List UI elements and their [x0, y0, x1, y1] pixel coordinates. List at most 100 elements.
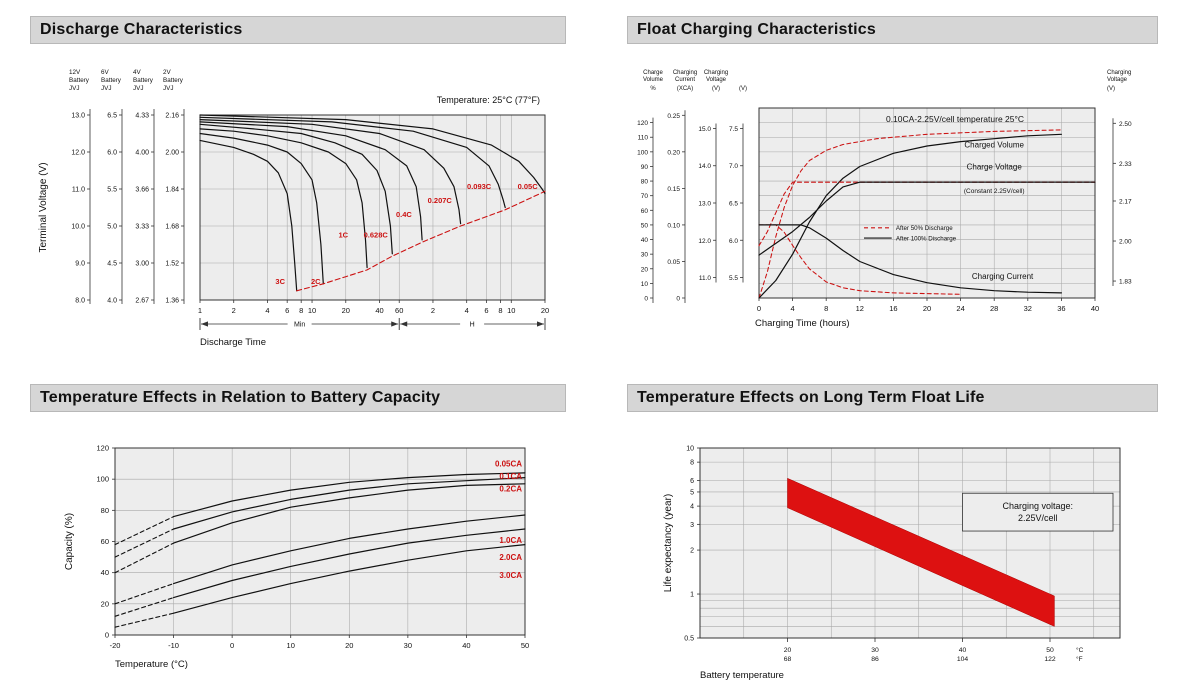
- section-title-temp-capacity: Temperature Effects in Relation to Batte…: [30, 384, 566, 412]
- x-tick-label: 4: [791, 304, 795, 313]
- scale-value: 5.0: [107, 224, 117, 231]
- scale-value: 5.5: [729, 275, 738, 282]
- curve-label-0.2CA: 0.2CA: [499, 485, 522, 494]
- plot-background: [200, 115, 545, 300]
- unit-label-celsius: °C: [1076, 646, 1084, 654]
- scale-header: Charging: [673, 70, 697, 76]
- curve-label-2C: 2C: [311, 277, 321, 286]
- cutoff-dashed-curve: [296, 190, 546, 292]
- scale-value: 7.0: [729, 163, 738, 170]
- scale-value: 3.66: [135, 187, 149, 194]
- scale-header: JVJ: [69, 85, 80, 92]
- scale-header: JVJ: [163, 85, 174, 92]
- scale-value: 2.00: [1119, 239, 1132, 246]
- series-0.093C: [199, 116, 506, 209]
- scale-value: 0.15: [667, 186, 680, 193]
- discharge-characteristics-chart: 1 2 4 6 8 10 20 40 60 2 4 6 8 10 20 Min H Discharge Time 1…: [38, 69, 549, 348]
- scale-value: 20: [641, 266, 649, 273]
- y-axis-title: Life expectancy (year): [663, 494, 674, 592]
- scale-value: 1.68: [165, 224, 179, 231]
- scale-unit: (V): [1107, 86, 1115, 92]
- scale-value: 11.0: [72, 187, 85, 194]
- series-charging-current-50: [758, 224, 962, 295]
- scale-header: 12V: [69, 69, 81, 76]
- curve-label-1.0CA: 1.0CA: [499, 536, 522, 545]
- x-tick-label: 4: [465, 306, 469, 315]
- series-2C: [199, 132, 324, 285]
- scale-value: 50: [641, 222, 649, 229]
- y-tick-label: 1: [690, 592, 694, 599]
- scale-value: 4.33: [135, 113, 149, 120]
- series-dashed-0.05CA: [114, 516, 175, 546]
- scale-header: Battery: [101, 77, 122, 84]
- scale-value: 2.16: [165, 113, 179, 120]
- scale-value: 0: [644, 296, 648, 303]
- x-tick-label: 10: [287, 641, 295, 650]
- series-dashed-2.0CA: [114, 597, 175, 617]
- y-tick-label: 3: [690, 522, 694, 529]
- series-charge-voltage-50: [758, 181, 1096, 247]
- scale-unit: (XCA): [677, 86, 693, 92]
- series-dashed-3.0CA: [114, 612, 175, 628]
- curve-label-3.0CA: 3.0CA: [499, 571, 522, 580]
- scale-unit: (V): [739, 86, 747, 92]
- x-tick-label: 0: [757, 304, 761, 313]
- y-tick-label: 0.5: [684, 636, 694, 643]
- y-tick-label: 120: [96, 444, 109, 453]
- annotation-line-2: 2.25V/cell: [1018, 513, 1058, 523]
- scale-value: 2.50: [1119, 121, 1132, 128]
- scale-value: 120: [637, 120, 648, 127]
- x-tick-label: 20: [342, 306, 350, 315]
- scale-value: 12.0: [698, 238, 711, 245]
- series-1C: [199, 128, 368, 269]
- x-tick-label: 4: [265, 306, 269, 315]
- series-0.05C: [199, 114, 546, 195]
- x-tick-label: 50: [521, 641, 529, 650]
- x-tick-label: 10: [507, 306, 515, 315]
- curve-label-2.0CA: 2.0CA: [499, 553, 522, 562]
- scale-value: 0.10: [667, 222, 680, 229]
- life-expectancy-band: [787, 477, 1055, 627]
- scale-value: 1.36: [165, 298, 179, 305]
- x-tick-label-c: 30: [871, 647, 879, 654]
- segment-arrowhead: [391, 321, 399, 327]
- x-axis-title: Charging Time (hours): [755, 318, 850, 329]
- x-tick-label: 0: [230, 641, 234, 650]
- scale-value: 15.0: [698, 126, 711, 133]
- x-tick-label: 8: [824, 304, 828, 313]
- scale-header: Voltage: [706, 77, 727, 83]
- curve-label-3C: 3C: [275, 277, 285, 286]
- scale-value: 13.0: [71, 113, 85, 120]
- scale-value: 6.5: [729, 201, 738, 208]
- scale-header: Charging: [704, 70, 728, 76]
- x-tick-label: 20: [345, 641, 353, 650]
- x-tick-label: 16: [889, 304, 897, 313]
- scale-value: 2.17: [1119, 198, 1132, 205]
- y-tick-label: 0: [105, 631, 109, 640]
- scale-value: 0: [676, 296, 680, 303]
- scale-unit: (V): [712, 86, 720, 92]
- plot-border: [699, 447, 1121, 639]
- scale-value: 1.52: [165, 261, 179, 268]
- curve-label-1C: 1C: [338, 231, 348, 240]
- curve-label-0.207C: 0.207C: [428, 196, 453, 205]
- x-tick-label: 8: [498, 306, 502, 315]
- series-0.207C: [199, 119, 462, 225]
- series-3C: [199, 139, 298, 292]
- scale-value: 3.00: [135, 261, 149, 268]
- y-tick-label: 6: [690, 478, 694, 485]
- scale-header: Voltage: [1107, 77, 1128, 83]
- scale-header: Charging: [1107, 70, 1131, 76]
- y-axis-title: Terminal Voltage (V): [38, 162, 49, 252]
- scale-value: 100: [637, 149, 648, 156]
- section-title-discharge: Discharge Characteristics: [30, 16, 566, 44]
- x-tick-label-c: 20: [784, 647, 792, 654]
- scale-value: 4.00: [135, 150, 149, 157]
- scale-header: Charge: [643, 70, 663, 76]
- scale-value: 90: [641, 164, 649, 171]
- scale-value: 2.00: [165, 150, 179, 157]
- x-tick-label: 20: [541, 306, 549, 315]
- y-tick-label: 40: [101, 568, 109, 577]
- x-tick-label: 36: [1057, 304, 1065, 313]
- scale-value: 13.0: [698, 201, 711, 208]
